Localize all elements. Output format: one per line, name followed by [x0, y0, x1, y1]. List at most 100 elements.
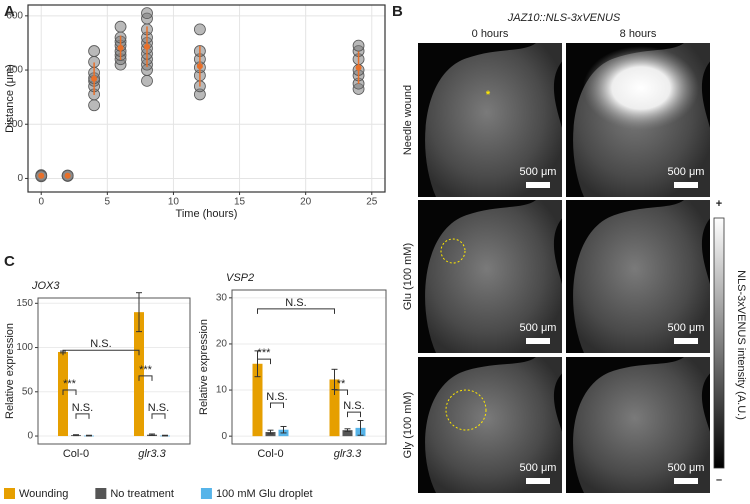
panel-title: JAZ10::NLS-3xVENUS: [507, 12, 621, 24]
plot-frame: [231, 289, 387, 445]
leaf: [425, 357, 562, 493]
significance-label: N.S.: [266, 391, 287, 403]
mean-point: [64, 172, 71, 179]
bracket: [151, 413, 166, 419]
scale-bar: [526, 338, 550, 344]
y-axis-label: Relative expression: [198, 319, 210, 415]
data-point: [88, 45, 101, 57]
scale-bar-label: 500 μm: [668, 322, 705, 334]
scale-bar: [526, 478, 550, 484]
bracket: [257, 358, 271, 365]
bracket: [334, 389, 348, 396]
scale-bar: [674, 338, 698, 344]
scale-bar-label: 500 μm: [520, 166, 557, 178]
scale-bar-label: 500 μm: [520, 462, 557, 474]
plot-frame: [27, 4, 386, 193]
plot-frame: [37, 297, 191, 445]
colorbar-label: NLS-3xVENUS intensity (A.U.): [735, 270, 747, 420]
data-point: [88, 99, 101, 112]
micrograph: 500 μm: [418, 200, 562, 353]
y-axis-label: Relative expression: [4, 323, 16, 419]
micrograph: 500 μm: [418, 43, 562, 197]
y-tick-label: 10: [216, 385, 228, 396]
bar: [134, 312, 144, 437]
y-tick-label: 600: [6, 10, 23, 21]
panel-label: A: [4, 3, 15, 20]
bar: [342, 430, 353, 437]
bracket: [257, 308, 335, 314]
chart-title: JOX3: [31, 280, 60, 292]
x-tick-label: glr3.3: [138, 448, 166, 460]
bar: [329, 379, 340, 437]
y-tick-label: 100: [16, 342, 33, 353]
bracket: [347, 411, 361, 418]
x-tick-label: 5: [105, 197, 111, 208]
row-label: Needle wound: [402, 85, 414, 155]
micrograph: 500 μm: [566, 357, 710, 493]
mean-point: [38, 172, 45, 179]
bar: [252, 363, 263, 437]
leaf: [573, 200, 710, 353]
y-tick-label: 20: [216, 339, 228, 350]
x-tick-label: 0: [38, 197, 44, 208]
y-tick-label: 200: [6, 119, 23, 130]
x-tick-label: 10: [168, 197, 180, 208]
x-tick-label: Col-0: [63, 448, 89, 460]
y-tick-label: 0: [27, 431, 33, 442]
leaf: [425, 200, 562, 353]
colorbar-min: –: [716, 474, 722, 486]
data-point: [352, 39, 365, 52]
micrograph: 500 μm: [566, 200, 710, 353]
legend-swatch: [200, 488, 212, 499]
legend-swatch: [4, 488, 15, 499]
legend-label: 100 mM Glu droplet: [216, 488, 313, 500]
x-tick-label: glr3.3: [334, 448, 362, 460]
data-point: [114, 20, 127, 33]
column-label: 8 hours: [620, 28, 657, 40]
droplet-outline: [445, 389, 487, 431]
data-point: [141, 74, 153, 87]
scale-bar: [674, 478, 698, 484]
data-point: [193, 23, 206, 36]
y-tick-label: 150: [16, 298, 33, 309]
wound-marker: *: [486, 89, 491, 101]
colorbar: [713, 217, 725, 469]
chart-title: VSP2: [226, 272, 254, 284]
panel-label: B: [392, 3, 403, 20]
row-label: Gly (100 mM): [402, 392, 414, 459]
mean-point: [144, 43, 150, 50]
leaf: [425, 43, 562, 197]
droplet-outline: [440, 238, 466, 264]
significance-label: N.S.: [285, 297, 306, 309]
bracket: [62, 349, 140, 356]
x-tick-label: 20: [300, 197, 312, 208]
y-tick-label: 0: [17, 173, 23, 184]
scale-bar: [674, 182, 698, 188]
scale-bar-label: 500 μm: [520, 322, 557, 334]
significance-label: N.S.: [90, 338, 111, 350]
data-point: [141, 7, 153, 20]
significance-label: **: [337, 378, 346, 390]
y-tick-label: 30: [216, 292, 228, 303]
leaf: [573, 357, 710, 493]
y-tick-label: 50: [22, 386, 34, 397]
x-tick-label: 25: [366, 197, 378, 208]
y-tick-label: 0: [221, 431, 227, 442]
bracket: [270, 402, 284, 408]
significance-label: ***: [258, 347, 272, 359]
y-tick-label: 400: [6, 65, 23, 76]
micrograph: 500 μm: [566, 43, 710, 197]
significance-label: N.S.: [148, 402, 169, 414]
legend-swatch: [95, 488, 107, 499]
legend-label: No treatment: [110, 488, 174, 500]
significance-label: ***: [139, 364, 153, 376]
column-label: 0 hours: [472, 28, 509, 40]
scale-bar-label: 500 μm: [668, 166, 705, 178]
x-tick-label: Col-0: [257, 448, 283, 460]
bracket: [62, 389, 77, 396]
micrograph: 500 μm: [418, 357, 562, 493]
significance-label: N.S.: [72, 402, 93, 414]
row-label: Glu (100 mM): [402, 243, 414, 310]
mean-point: [355, 64, 362, 71]
colorbar-max: +: [716, 198, 722, 210]
